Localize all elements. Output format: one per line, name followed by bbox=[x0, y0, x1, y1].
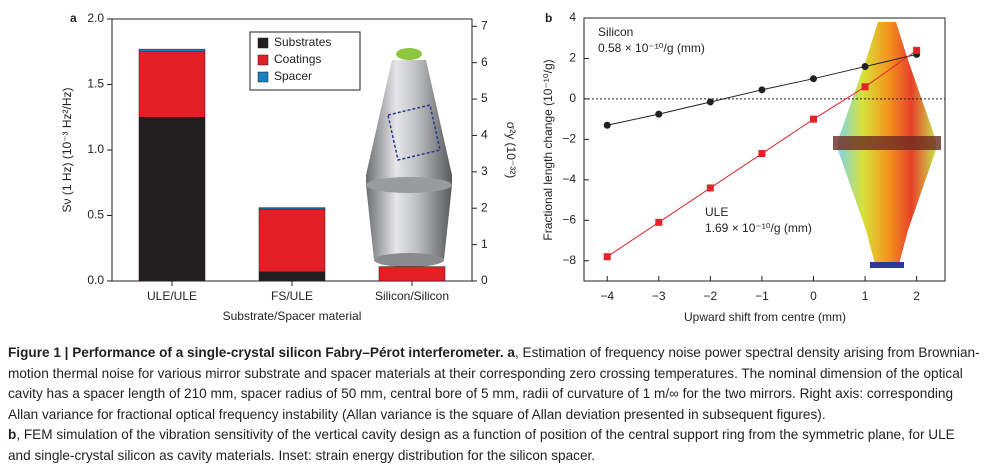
legend-swatch bbox=[257, 71, 269, 83]
series-label: ULE bbox=[705, 205, 728, 219]
bar-segment bbox=[138, 48, 206, 53]
panel-label: b bbox=[545, 11, 552, 25]
caption-label: b bbox=[8, 427, 17, 442]
x-tick-label: −1 bbox=[755, 289, 769, 303]
inset-fem-image bbox=[833, 22, 941, 268]
bar-segment bbox=[138, 117, 206, 282]
y2-tick-label: 5 bbox=[481, 91, 488, 105]
marker bbox=[809, 75, 817, 83]
y-tick-label: 0 bbox=[569, 91, 576, 105]
panel-label: a bbox=[70, 11, 77, 25]
plot-frame bbox=[583, 17, 946, 282]
y-tick-label: −2 bbox=[562, 132, 576, 146]
y2-tick-label: 0 bbox=[481, 273, 488, 287]
legend-swatch bbox=[257, 37, 269, 49]
y-tick-label: −4 bbox=[562, 172, 576, 186]
y2-tick-label: 4 bbox=[481, 128, 488, 142]
y-tick-label: 1.0 bbox=[87, 142, 104, 156]
bar-segment bbox=[378, 266, 446, 282]
y-tick-label: 1.5 bbox=[87, 77, 104, 91]
caption-text: , Estimation of frequency noise power sp… bbox=[8, 345, 980, 422]
series-label: Silicon bbox=[598, 25, 633, 39]
x-axis-label: Substrate/Spacer material bbox=[223, 309, 362, 323]
y2-tick-label: 3 bbox=[481, 164, 488, 178]
y-axis-label: Fractional length change (10⁻¹⁰/g) bbox=[541, 59, 555, 240]
x-tick-label: 1 bbox=[862, 289, 869, 303]
figure: a b Substrate/Spacer material Sν (1 Hz) … bbox=[60, 10, 946, 324]
marker bbox=[809, 115, 817, 123]
x-axis-label: Upward shift from centre (mm) bbox=[684, 310, 846, 324]
bar-segment bbox=[258, 208, 326, 273]
marker bbox=[655, 110, 663, 118]
marker bbox=[706, 184, 714, 192]
marker bbox=[861, 83, 869, 91]
annotation: 0.58 × 10⁻¹⁰/g (mm) bbox=[598, 41, 705, 55]
annotation: 1.69 × 10⁻¹⁰/g (mm) bbox=[705, 221, 812, 235]
y-tick-label: 0.5 bbox=[87, 208, 104, 222]
marker bbox=[655, 218, 663, 226]
marker bbox=[603, 253, 611, 261]
y-tick-label: −6 bbox=[562, 212, 576, 226]
bar-segment bbox=[138, 51, 206, 118]
x-tick-label: FS/ULE bbox=[271, 289, 313, 303]
legend-label: Substrates bbox=[274, 35, 331, 49]
y2-tick-label: 6 bbox=[481, 55, 488, 69]
y-tick-label: 2 bbox=[569, 51, 576, 65]
caption: Figure 1 | Performance of a single-cryst… bbox=[8, 343, 980, 466]
x-tick-label: 2 bbox=[913, 289, 920, 303]
x-tick-label: ULE/ULE bbox=[147, 289, 197, 303]
y-tick-label: −8 bbox=[562, 253, 576, 267]
marker bbox=[706, 98, 714, 106]
y2-axis-label: σ²y (10⁻³²) bbox=[504, 122, 518, 178]
inset-cavity-image bbox=[366, 48, 452, 267]
y-tick-label: 2.0 bbox=[87, 11, 104, 25]
legend-swatch bbox=[257, 54, 269, 66]
bar-segment bbox=[258, 271, 326, 282]
x-tick-label: −4 bbox=[600, 289, 614, 303]
y-axis-label: Sν (1 Hz) (10⁻³ Hz²/Hz) bbox=[60, 87, 74, 212]
legend-label: Coatings bbox=[274, 52, 321, 66]
x-tick-label: −2 bbox=[704, 289, 718, 303]
y-tick-label: 4 bbox=[569, 10, 576, 24]
x-tick-label: 0 bbox=[810, 289, 817, 303]
bar-segment bbox=[258, 207, 326, 210]
marker bbox=[758, 86, 766, 94]
caption-label: a bbox=[507, 345, 515, 360]
legend-label: Spacer bbox=[274, 69, 312, 83]
marker bbox=[913, 46, 921, 54]
caption-text: , FEM simulation of the vibration sensit… bbox=[8, 427, 955, 463]
marker bbox=[603, 121, 611, 129]
x-tick-label: Silicon/Silicon bbox=[375, 289, 449, 303]
y2-tick-label: 7 bbox=[481, 18, 488, 32]
marker bbox=[861, 63, 869, 71]
legend-box bbox=[249, 31, 361, 91]
marker bbox=[758, 150, 766, 158]
y2-tick-label: 1 bbox=[481, 237, 488, 251]
y2-tick-label: 2 bbox=[481, 200, 488, 214]
x-tick-label: −3 bbox=[652, 289, 666, 303]
caption-title: Figure 1 | Performance of a single-cryst… bbox=[8, 345, 504, 360]
y-tick-label: 0.0 bbox=[87, 273, 104, 287]
